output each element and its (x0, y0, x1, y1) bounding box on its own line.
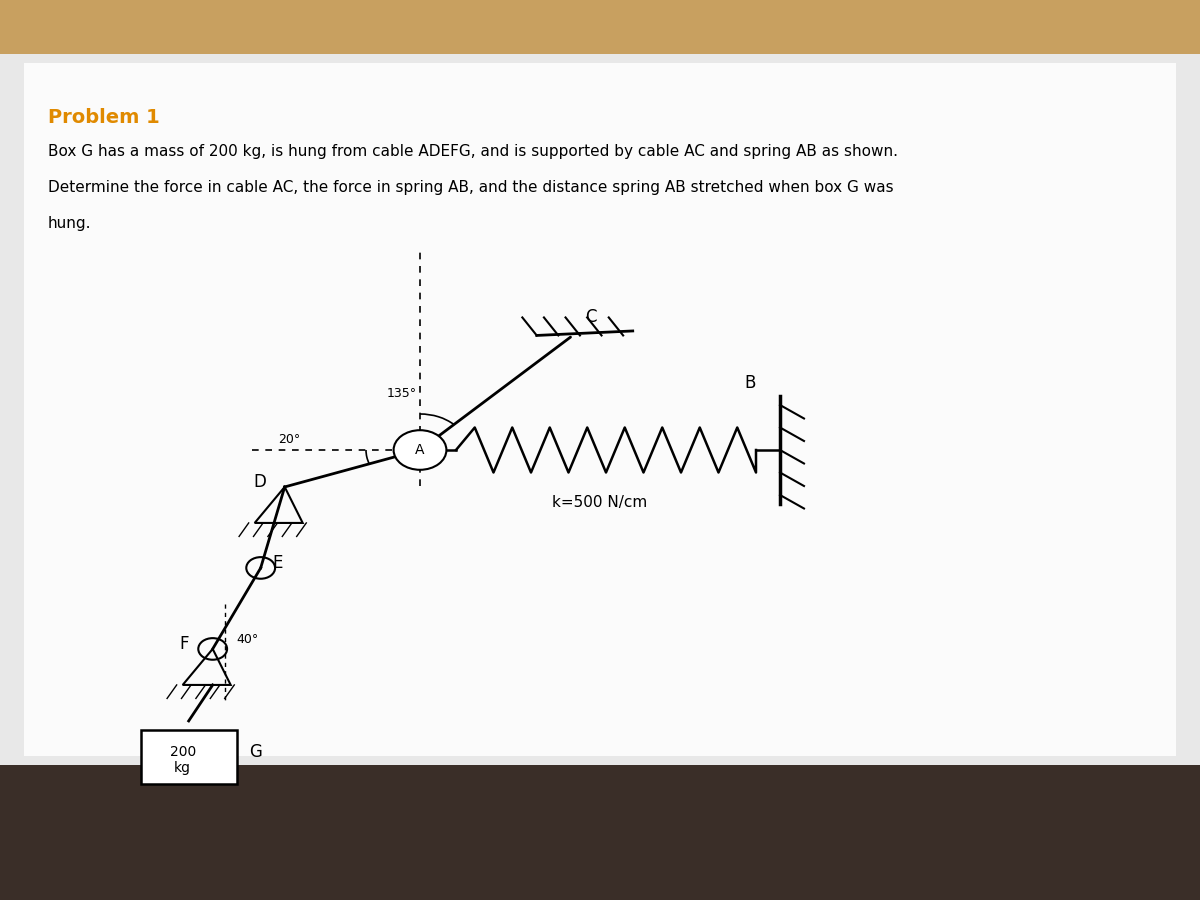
Text: B: B (744, 374, 756, 392)
Text: Determine the force in cable AC, the force in spring AB, and the distance spring: Determine the force in cable AC, the for… (48, 180, 894, 195)
Text: Box G has a mass of 200 kg, is hung from cable ADEFG, and is supported by cable : Box G has a mass of 200 kg, is hung from… (48, 144, 898, 159)
FancyBboxPatch shape (24, 63, 1176, 756)
Text: E: E (272, 554, 283, 572)
Text: Problem 1: Problem 1 (48, 108, 160, 127)
Text: k=500 N/cm: k=500 N/cm (552, 495, 648, 510)
Text: 200: 200 (169, 745, 196, 760)
Text: 20°: 20° (277, 433, 300, 446)
Text: kg: kg (174, 760, 191, 775)
Text: A: A (415, 443, 425, 457)
Circle shape (394, 430, 446, 470)
Text: 135°: 135° (386, 388, 418, 400)
Text: 40°: 40° (236, 634, 259, 646)
Text: F: F (179, 635, 188, 653)
Text: hung.: hung. (48, 216, 91, 231)
Text: D: D (254, 473, 266, 491)
Text: G: G (248, 743, 262, 761)
FancyBboxPatch shape (0, 0, 1200, 54)
FancyBboxPatch shape (0, 765, 1200, 900)
Text: C: C (584, 309, 596, 327)
FancyBboxPatch shape (140, 730, 236, 784)
